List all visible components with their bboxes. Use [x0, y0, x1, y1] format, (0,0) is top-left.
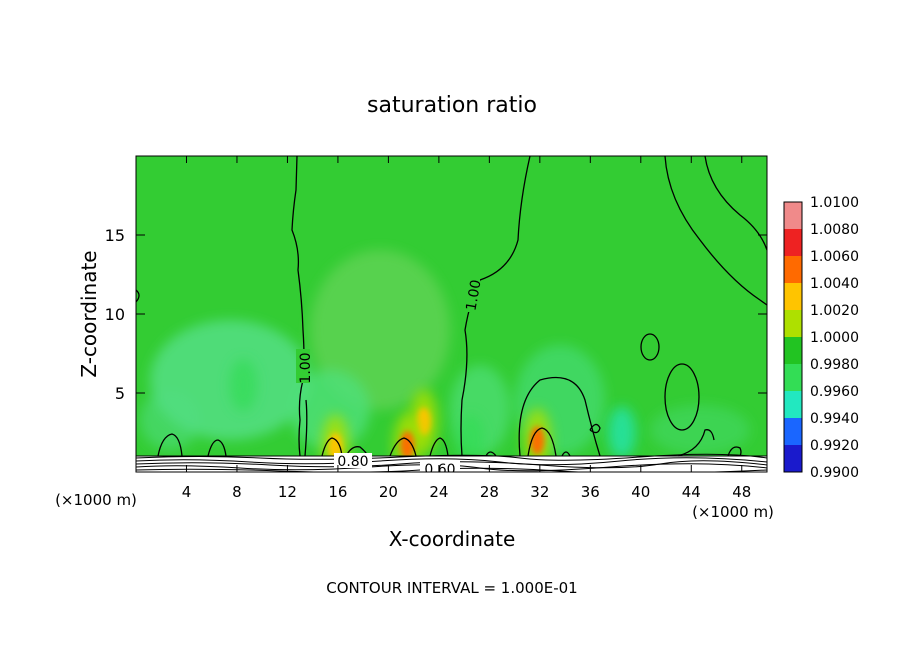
colorbar-label: 1.0100 — [810, 195, 859, 211]
chart-title: saturation ratio — [367, 93, 537, 118]
colorbar-swatch — [784, 256, 802, 283]
colorbar-label: 0.9940 — [810, 411, 859, 427]
contour-interval-note: CONTOUR INTERVAL = 1.000E-01 — [326, 579, 577, 597]
colorbar-label: 1.0080 — [810, 222, 859, 238]
colorbar-swatch — [784, 310, 802, 337]
y-tick-label: 5 — [115, 384, 125, 403]
x-tick-label: 40 — [631, 483, 650, 501]
contour-label: 0.80 — [337, 454, 368, 470]
y-axis-title: Z-coordinate — [77, 250, 101, 377]
colorbar-label: 1.0020 — [810, 303, 859, 319]
colorbar: 1.0100 1.0080 1.0060 1.0040 1.0020 1.0000 0.99… — [783, 195, 859, 481]
x-tick-label: 48 — [732, 483, 751, 501]
field-shading — [140, 250, 750, 455]
hotspot — [416, 407, 431, 436]
colorbar-swatch — [784, 364, 802, 391]
x-tick-label: 24 — [429, 483, 448, 501]
contour-labels: 1.00 1.00 0.80 0.60 — [296, 276, 485, 478]
colorbar-swatch — [784, 337, 802, 364]
coldspot — [607, 406, 636, 459]
colorbar-label: 0.9920 — [810, 438, 859, 454]
contour-label: 0.60 — [424, 462, 455, 478]
hotspot — [530, 426, 545, 455]
colorbar-label: 0.9960 — [810, 384, 859, 400]
colorbar-swatch — [784, 418, 802, 445]
y-axis: 5 10 15 — [105, 226, 767, 403]
x-axis: 4 8 12 16 20 24 28 32 36 40 44 48 — [182, 156, 751, 501]
x-tick-label: 4 — [182, 483, 192, 501]
colorbar-label: 0.9900 — [810, 465, 859, 481]
coldspot — [456, 414, 485, 467]
colorbar-frame — [783, 201, 803, 473]
colorbar-label: 0.9980 — [810, 357, 859, 373]
colorbar-swatch — [784, 283, 802, 310]
colorbar-swatch — [784, 445, 802, 472]
colorbar-swatch — [784, 391, 802, 418]
x-tick-label: 32 — [530, 483, 549, 501]
colorbar-label: 1.0060 — [810, 249, 859, 265]
x-tick-label: 12 — [278, 483, 297, 501]
contour-label: 1.00 — [298, 352, 314, 383]
x-tick-label: 16 — [328, 483, 347, 501]
colorbar-swatch — [784, 229, 802, 256]
coldspot — [229, 359, 258, 412]
y-tick-label: 15 — [105, 226, 125, 245]
colorbar-label: 1.0000 — [810, 330, 859, 346]
x-tick-label: 44 — [682, 483, 701, 501]
x-tick-label: 8 — [232, 483, 242, 501]
x-tick-label: 20 — [379, 483, 398, 501]
y-axis-unit: (×1000 m) — [55, 491, 137, 509]
x-tick-label: 36 — [581, 483, 600, 501]
colorbar-swatch — [784, 202, 802, 229]
contour-label: 1.00 — [463, 279, 484, 312]
plot-area: 1.00 1.00 0.80 0.60 — [136, 156, 767, 478]
x-tick-label: 28 — [480, 483, 499, 501]
colorbar-label: 1.0040 — [810, 276, 859, 292]
x-axis-unit: (×1000 m) — [692, 503, 774, 521]
x-axis-title: X-coordinate — [389, 527, 516, 551]
y-tick-label: 10 — [105, 305, 125, 324]
